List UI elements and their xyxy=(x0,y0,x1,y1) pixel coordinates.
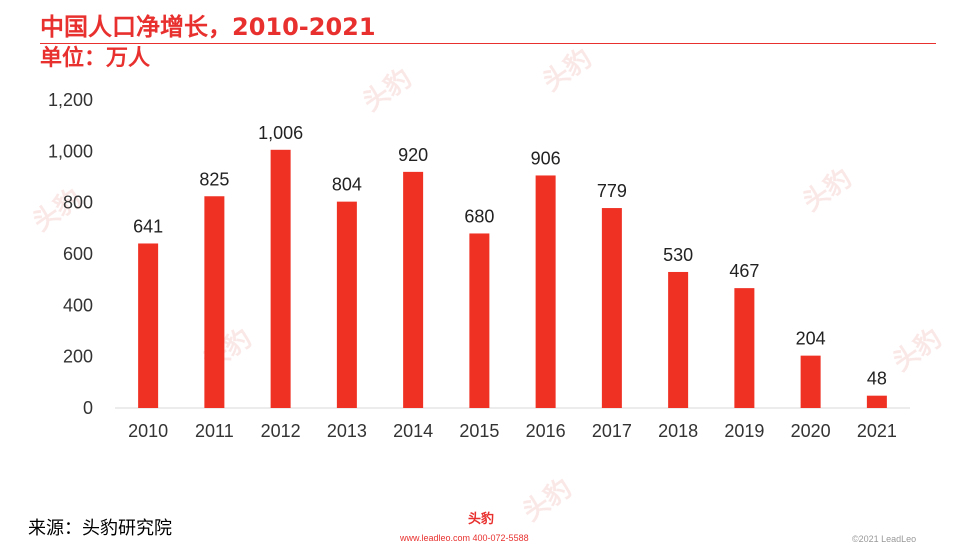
unit-label: 单位：万人 xyxy=(40,46,151,71)
bar-series: 641 825 1,006 804 920 680 906 779 530 467 204 48 xyxy=(133,123,887,408)
bar-2010 xyxy=(138,243,159,408)
x-tick-label: 2017 xyxy=(592,421,632,441)
bar-value-label: 920 xyxy=(398,145,428,165)
x-axis: 2010 2011 2012 2013 2014 2015 2016 2017 2018 2019… xyxy=(128,421,897,441)
bar-2016 xyxy=(535,175,556,408)
x-tick-label: 2015 xyxy=(459,421,499,441)
bar-value-label: 825 xyxy=(199,169,229,189)
y-tick-label: 600 xyxy=(63,244,93,264)
bar-2020 xyxy=(800,355,821,408)
bar-2021 xyxy=(866,395,887,408)
brand-logo: 头豹 xyxy=(467,512,494,527)
bar-2019 xyxy=(734,288,755,408)
bar-2018 xyxy=(668,271,689,408)
page-title: 中国人口净增长，2010-2021 xyxy=(40,13,376,41)
source-note: 来源：头豹研究院 xyxy=(28,518,172,539)
y-tick-label: 200 xyxy=(63,347,93,367)
y-tick-label: 800 xyxy=(63,193,93,213)
contact-info: www.leadleo.com 400-072-5588 xyxy=(400,533,529,543)
x-tick-label: 2018 xyxy=(658,421,698,441)
title-divider xyxy=(40,43,936,44)
bar-2013 xyxy=(336,201,357,408)
bar-value-label: 906 xyxy=(531,148,561,168)
x-tick-label: 2014 xyxy=(393,421,433,441)
x-tick-label: 2020 xyxy=(791,421,831,441)
bar-value-label: 1,006 xyxy=(258,123,303,143)
y-tick-label: 400 xyxy=(63,295,93,315)
y-tick-label: 1,000 xyxy=(48,141,93,161)
bar-value-label: 467 xyxy=(729,261,759,281)
bar-value-label: 48 xyxy=(867,369,887,389)
x-tick-label: 2013 xyxy=(327,421,367,441)
bar-2014 xyxy=(403,171,424,408)
bar-value-label: 804 xyxy=(332,175,362,195)
x-tick-label: 2016 xyxy=(526,421,566,441)
x-tick-label: 2019 xyxy=(724,421,764,441)
bar-value-label: 641 xyxy=(133,216,163,236)
y-tick-label: 1,200 xyxy=(48,90,93,110)
bar-2011 xyxy=(204,196,225,408)
y-axis: 0 200 400 600 800 1,000 1,200 xyxy=(48,90,93,418)
x-tick-label: 2012 xyxy=(261,421,301,441)
bar-value-label: 680 xyxy=(464,206,494,226)
bar-value-label: 530 xyxy=(663,245,693,265)
bar-2012 xyxy=(270,149,291,408)
bar-2015 xyxy=(469,233,490,408)
bar-value-label: 204 xyxy=(796,329,826,349)
copyright: ©2021 LeadLeo xyxy=(852,534,917,544)
bar-value-label: 779 xyxy=(597,181,627,201)
x-tick-label: 2011 xyxy=(195,421,234,441)
x-tick-label: 2021 xyxy=(857,421,897,441)
x-tick-label: 2010 xyxy=(128,421,168,441)
y-tick-label: 0 xyxy=(83,398,93,418)
bar-2017 xyxy=(601,208,622,408)
